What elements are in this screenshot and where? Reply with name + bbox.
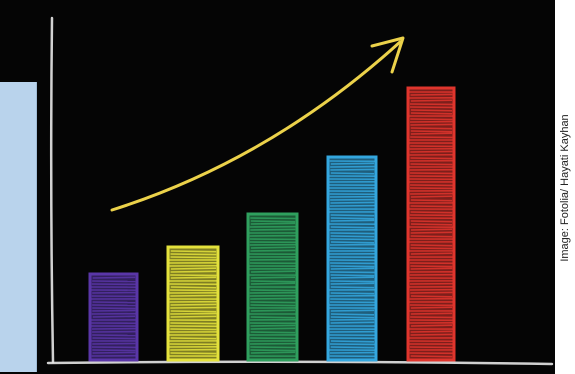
credit-strip (555, 0, 575, 374)
chalkboard-photo (0, 0, 555, 374)
arrow-shaft (110, 40, 402, 212)
image-credit: Image: Fotolia/ Hayati Kayhan (559, 114, 571, 262)
chalk-bars (88, 86, 456, 362)
chalk-bar-3 (246, 212, 299, 362)
chalk-bar-5 (406, 86, 456, 362)
chalk-bar-4 (326, 155, 378, 362)
x-axis-line (46, 360, 554, 366)
chalk-bar-chart-drawing (46, 16, 554, 366)
chalk-axes (46, 16, 554, 366)
side-band (0, 82, 37, 372)
arrow-head (370, 36, 405, 74)
y-axis-line (49, 16, 55, 364)
chalk-bar-1 (88, 272, 139, 362)
chalk-bar-2 (166, 245, 220, 362)
upward-trend-arrow-icon (110, 36, 405, 212)
